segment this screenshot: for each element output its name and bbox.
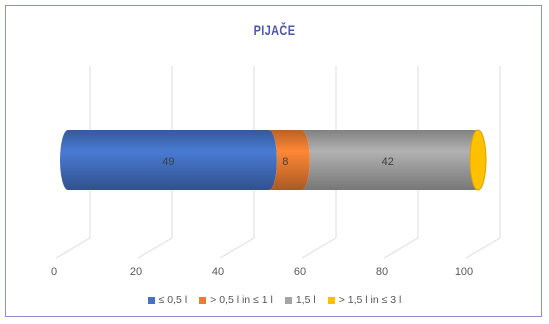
x-tick-label: 20 [130,266,142,278]
legend-item: > 0,5 l in ≤ 1 l [199,294,273,306]
legend-item: ≤ 0,5 l [147,294,188,306]
gridline-floor [137,237,173,259]
bar-end-cap [469,129,487,191]
gridline-floor [301,237,337,259]
data-label: 42 [382,156,394,168]
data-label: 49 [162,156,174,168]
legend-label: 1,5 l [295,294,316,306]
chart-legend: ≤ 0,5 l > 0,5 l in ≤ 1 l 1,5 l > 1,5 l in ≤… [0,294,549,306]
bar-segment [268,130,310,190]
legend-swatch [327,296,335,304]
gridline-floor [383,237,419,259]
legend-swatch [199,296,207,304]
x-tick-label: 100 [455,266,473,278]
chart-title: PIJAČE [253,22,296,38]
legend-swatch [284,296,292,304]
gridline-floor [465,237,501,259]
x-tick-label: 40 [212,266,224,278]
x-tick-label: 0 [51,266,57,278]
legend-swatch [147,296,155,304]
x-tick-label: 60 [294,266,306,278]
bar-segment [301,130,482,190]
legend-item: 1,5 l [284,294,316,306]
legend-label: > 0,5 l in ≤ 1 l [210,294,273,306]
x-tick-label: 80 [376,266,388,278]
legend-item: > 1,5 l in ≤ 3 l [327,294,402,306]
legend-label: > 1,5 l in ≤ 3 l [338,294,402,306]
data-label: 8 [282,156,288,168]
legend-label: ≤ 0,5 l [158,294,188,306]
gridline-floor [55,237,91,259]
gridline-floor [219,237,255,259]
bar-segment [60,130,277,190]
